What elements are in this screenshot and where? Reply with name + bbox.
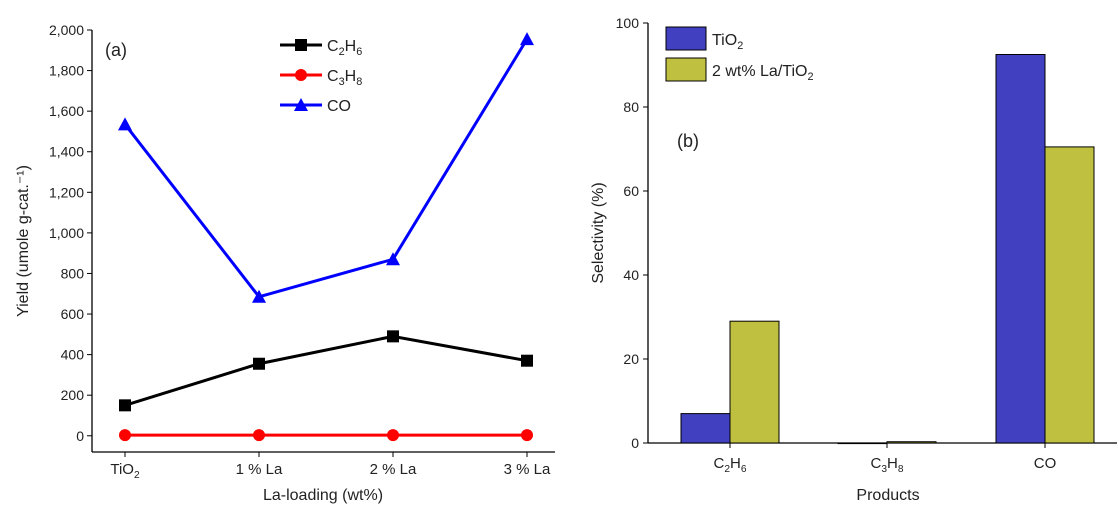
legend-label: C3H8 [327,68,362,88]
series-line-triangle [118,32,534,303]
series-line-circle [119,429,533,442]
panel-a-y-tick-label: 1,000 [49,225,84,241]
panel-b-y-tick-label: 60 [623,183,639,199]
panel-a-y-tick-label: 600 [61,306,85,322]
data-point-circle [253,429,265,442]
panel-b-y-axis-title: Selectivity (%) [590,182,607,283]
panel-b-x-tick-label: C2H6 [713,455,746,475]
panel-a-y-tick-label: 2,000 [49,22,84,38]
legend-label: 2 wt% La/TiO2 [712,63,814,83]
bar-la-tio2 [886,441,937,444]
panel-a-y-tick-label: 1,200 [49,184,84,200]
panel-a-y-tick-label: 0 [76,428,84,444]
data-point-triangle [118,117,132,131]
panel-a-y-tick-label: 800 [61,265,85,281]
panel-a-x-axis-title: La-loading (wt%) [263,487,383,504]
legend-label: CO [327,98,351,115]
panel-b-y-tick-label: 100 [616,15,640,31]
panel-b-y-tick-label: 0 [631,435,639,451]
data-point-triangle [520,32,534,46]
panel-a-label: (a) [105,40,127,60]
panel-a-x-tick-label: 3 % La [504,461,551,478]
data-point-circle [295,69,307,81]
panel-b-x-tick-label: C3H8 [870,455,903,475]
panel-b-y-tick-label: 80 [623,99,639,115]
panel-a-x-tick-label: 1 % La [236,461,283,478]
data-point-square [521,354,533,367]
legend-label: TiO2 [712,32,743,52]
data-point-triangle [294,98,308,111]
series-line [124,334,528,407]
panel-b-bar-chart: 0 20 40 60 80 100 C2H6 C3H8 CO Products Selectivit… [590,15,1117,504]
panel-a-y-tick-label: 400 [61,347,85,363]
panel-a-x-tick-label: 2 % La [370,461,417,478]
legend-swatch [665,57,707,82]
panel-b-label: (b) [677,131,699,151]
data-point-circle [387,429,399,442]
data-point-circle [521,429,533,442]
bar-tio2 [837,442,888,445]
panel-a-y-tick-label: 200 [61,387,85,403]
series-line [123,38,529,299]
series-line-square [119,330,533,412]
panel-b-x-axis-title: Products [856,487,919,504]
data-point-square [253,357,265,370]
bar-la-tio2 [1044,146,1095,444]
panel-a-y-axis-title: Yield (umole g-cat.⁻¹) [15,165,32,317]
data-point-square [295,39,307,51]
panel-a-y-tick-label: 1,800 [49,63,84,79]
bar-tio2 [995,54,1046,444]
legend-label: C2H6 [327,38,362,58]
panel-a-y-tick-label: 1,600 [49,103,84,119]
data-point-square [119,399,131,412]
data-point-square [387,330,399,343]
panel-b-y-tick-label: 40 [623,267,639,283]
panel-a-x-tick-label: TiO2 [110,461,140,481]
panel-b-legend: TiO2 2 wt% La/TiO2 [665,26,814,83]
legend-swatch [665,26,707,51]
data-point-circle [119,429,131,442]
panel-a-y-tick-label: 1,400 [49,144,84,160]
panel-a-line-chart: 0 200 400 600 800 1,000 1,200 1,400 1,600 1,800 2,… [15,22,555,504]
panel-b-y-tick-label: 20 [623,351,639,367]
panel-a-legend: C2H6 C3H8 CO [280,38,362,115]
data-point-triangle [252,289,266,303]
data-point-triangle [386,252,400,266]
panel-b-x-tick-label: CO [1034,455,1057,472]
bar-la-tio2 [729,320,780,444]
bar-tio2 [680,413,731,444]
